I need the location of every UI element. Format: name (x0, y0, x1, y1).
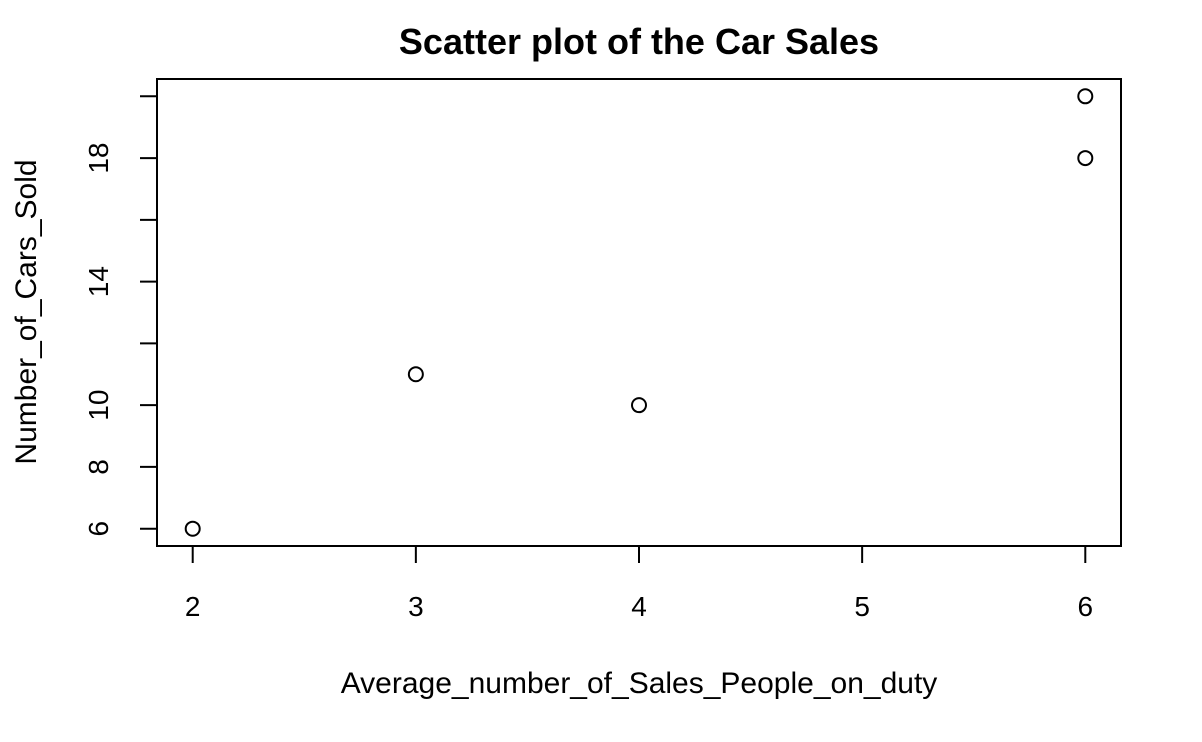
data-point (407, 366, 424, 383)
chart-title: Scatter plot of the Car Sales (399, 21, 879, 62)
data-point (631, 397, 647, 414)
y-tick-label: 6 (83, 521, 114, 537)
plot-frame (156, 78, 1122, 547)
x-tick-label: 6 (1078, 591, 1094, 622)
data-point (184, 520, 201, 537)
y-tick-label: 8 (83, 459, 114, 475)
y-tick-label: 18 (83, 142, 114, 173)
data-point (1077, 150, 1094, 167)
x-axis-label: Average_number_of_Sales_People_on_duty (341, 667, 938, 700)
x-tick-label: 4 (631, 591, 647, 622)
x-tick-label: 5 (854, 591, 870, 622)
x-tick-label: 3 (408, 591, 424, 622)
y-axis-label: Number_of_Cars_Sold (10, 159, 43, 464)
y-axis: 6 8 10 14 18 (83, 95, 158, 537)
x-tick-label: 2 (185, 591, 201, 622)
y-tick-label: 14 (83, 266, 114, 297)
data-point (1077, 88, 1094, 105)
y-tick-label: 10 (83, 390, 114, 421)
data-points (184, 88, 1094, 537)
x-axis: 2 3 4 5 6 (185, 545, 1094, 622)
